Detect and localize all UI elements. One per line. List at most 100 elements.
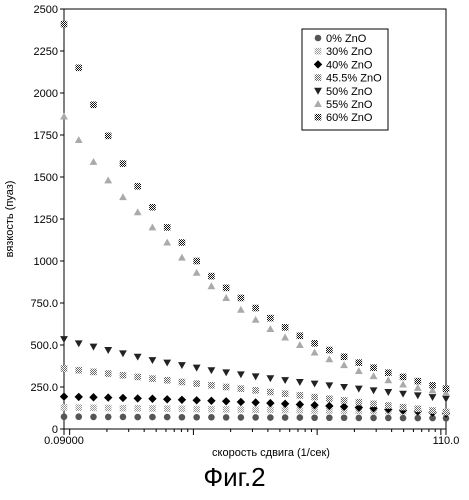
data-point: [164, 405, 171, 412]
data-point: [61, 404, 68, 411]
data-point: [311, 394, 318, 401]
data-point: [266, 375, 274, 382]
y-tick-label: 1000: [34, 256, 58, 268]
data-point: [252, 373, 260, 380]
data-point: [207, 397, 215, 405]
data-point: [223, 406, 230, 413]
data-point: [90, 344, 98, 351]
data-point: [208, 367, 216, 374]
data-point: [105, 133, 112, 140]
data-point: [134, 405, 141, 412]
data-point: [75, 136, 83, 143]
data-point: [193, 380, 200, 387]
data-point: [223, 285, 230, 292]
data-point: [104, 176, 112, 183]
data-point: [119, 350, 127, 357]
legend-label: 55% ZnO: [326, 99, 373, 111]
legend: 0% ZnO30% ZnO40% ZnO 45.5% ZnO50% ZnO55% …: [302, 29, 388, 130]
data-point: [355, 386, 363, 393]
data-point: [297, 392, 304, 399]
data-point: [163, 360, 171, 367]
series-0: [61, 413, 450, 421]
y-tick-label: 2000: [34, 88, 58, 100]
data-point: [443, 409, 450, 416]
data-point: [325, 355, 333, 362]
data-point: [61, 21, 68, 28]
data-point: [104, 393, 112, 401]
data-point: [370, 364, 377, 371]
legend-label: 45.5% ZnO: [326, 73, 382, 85]
data-point: [400, 374, 407, 381]
data-point: [164, 224, 171, 231]
data-point: [193, 406, 200, 413]
data-point: [252, 316, 260, 323]
data-point: [104, 347, 112, 354]
figure-caption: Фиг.2: [0, 462, 469, 493]
data-point: [192, 396, 200, 404]
data-series: [60, 21, 450, 422]
x-tick-label-min: 0.09000: [44, 435, 84, 447]
data-point: [370, 415, 377, 422]
data-point: [341, 353, 348, 360]
data-point: [134, 354, 142, 361]
data-point: [238, 385, 245, 392]
data-point: [340, 361, 348, 368]
data-point: [90, 101, 97, 108]
data-point: [267, 414, 274, 421]
data-point: [208, 282, 216, 289]
data-point: [340, 384, 348, 391]
data-point: [222, 369, 230, 376]
legend-label: 30% ZnO: [326, 46, 373, 58]
legend-label: 50% ZnO: [326, 86, 373, 98]
data-point: [193, 258, 200, 265]
data-point: [384, 376, 392, 383]
data-point: [385, 402, 392, 409]
data-point: [384, 389, 392, 396]
data-point: [297, 414, 304, 421]
data-point: [237, 398, 245, 406]
y-tick-label: 1750: [34, 130, 58, 142]
data-point: [178, 362, 186, 369]
data-point: [60, 392, 68, 400]
data-point: [75, 340, 83, 347]
legend-label: 0% ZnO: [326, 33, 367, 45]
data-point: [281, 377, 289, 384]
data-point: [266, 399, 274, 407]
x-axis-title: скорость сдвига (1/сек): [212, 447, 330, 459]
data-point: [75, 404, 82, 411]
data-point: [134, 183, 141, 190]
data-point: [163, 239, 171, 246]
data-point: [149, 224, 157, 231]
data-point: [429, 382, 436, 389]
data-point: [120, 372, 127, 379]
data-point: [297, 332, 304, 339]
data-point: [355, 367, 363, 374]
data-point: [61, 413, 68, 420]
y-tick-label: 750.0: [30, 298, 58, 310]
data-point: [356, 399, 363, 406]
legend-marker: [315, 35, 322, 42]
data-point: [400, 404, 407, 411]
data-point: [252, 414, 259, 421]
data-point: [296, 379, 304, 386]
y-tick-label: 2500: [34, 4, 58, 16]
data-point: [89, 393, 97, 401]
data-point: [134, 414, 141, 421]
data-point: [341, 414, 348, 421]
data-point: [341, 397, 348, 404]
data-point: [208, 273, 215, 280]
data-point: [237, 306, 245, 313]
data-point: [223, 414, 230, 421]
data-point: [222, 294, 230, 301]
data-point: [281, 334, 289, 341]
data-point: [149, 357, 157, 364]
data-point: [370, 372, 378, 379]
data-point: [370, 387, 378, 394]
data-point: [105, 405, 112, 412]
legend-label: 40% ZnO: [326, 59, 373, 71]
data-point: [414, 384, 422, 391]
data-point: [282, 324, 289, 331]
data-point: [252, 406, 259, 413]
data-point: [208, 406, 215, 413]
data-point: [267, 407, 274, 414]
